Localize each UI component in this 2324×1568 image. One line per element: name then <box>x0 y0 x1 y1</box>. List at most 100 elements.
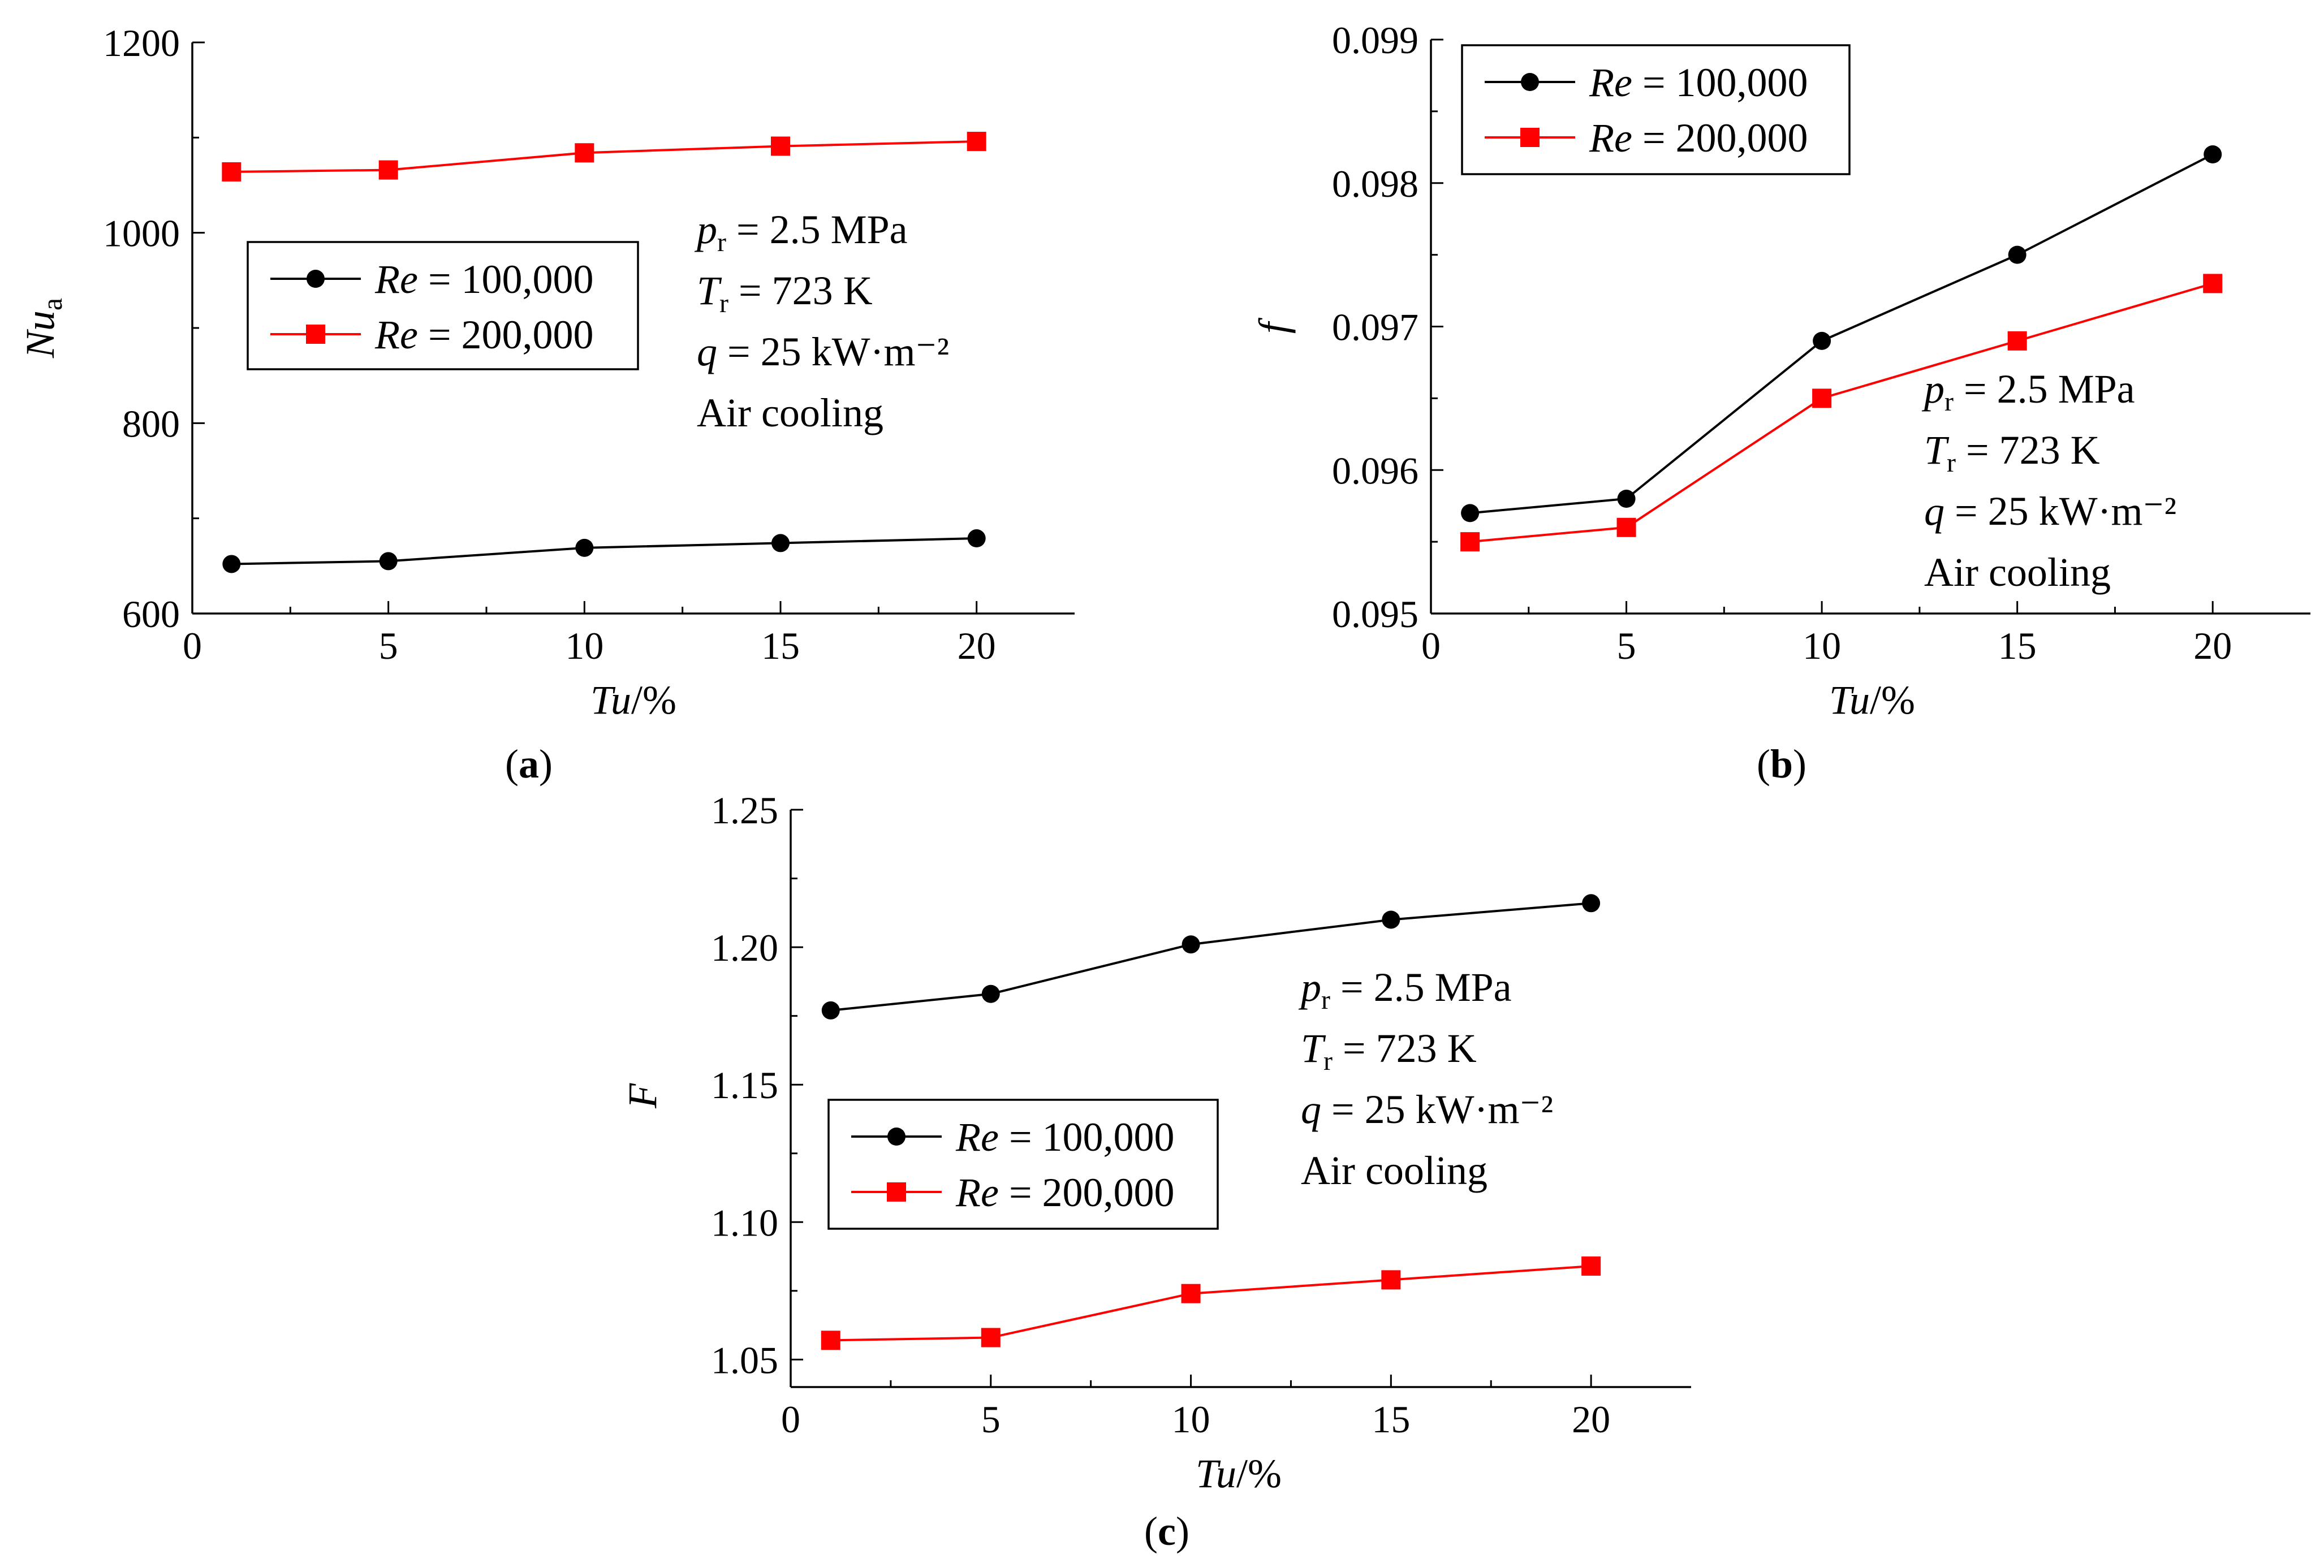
data-point <box>1616 517 1636 537</box>
chart-panel-b: 0 5 10 15 20 0.095 0.096 0.097 0.098 0.099 Re = 10… <box>1251 19 2310 787</box>
data-point <box>222 555 241 573</box>
y-tick-label: 1.15 <box>711 1064 778 1107</box>
series-line <box>231 140 977 173</box>
y-tick-label: 1.20 <box>711 926 778 969</box>
y-axis-label: f <box>1251 317 1296 334</box>
data-point <box>1460 532 1480 552</box>
data-point <box>1181 1284 1201 1303</box>
legend: Re = 100,000 Re = 200,000 <box>827 1099 1219 1230</box>
annotation-line: Tr = 723 K <box>1301 1026 1477 1076</box>
x-tick-label: 20 <box>1572 1398 1610 1441</box>
legend-label: Re = 100,000 <box>374 257 594 302</box>
chart-panel-a: 0 5 10 15 20 600 800 1000 1200 Re = 100,000 Re = 2… <box>18 21 1075 787</box>
series-re-100000 <box>222 529 986 573</box>
x-tick-label: 20 <box>2193 624 2232 667</box>
condition-annotations: pr = 2.5 MPa Tr = 723 K q = 25 kW·m⁻² Air c… <box>1298 965 1553 1193</box>
data-point <box>981 1328 1001 1347</box>
series-line <box>1469 153 2214 515</box>
series-re-200000 <box>1460 274 2223 552</box>
y-tick-label: 600 <box>122 593 180 636</box>
legend-box <box>1461 44 1851 175</box>
x-tick-label: 5 <box>981 1398 1001 1441</box>
y-tick-label: 1.05 <box>711 1338 778 1381</box>
data-point <box>1461 504 1480 522</box>
legend: Re = 100,000 Re = 200,000 <box>247 241 639 370</box>
x-tick-label: 0 <box>183 624 202 667</box>
data-point <box>967 132 986 152</box>
data-point <box>967 529 986 548</box>
x-tick-label: 15 <box>1998 624 2037 667</box>
annotation-line: q = 25 kW·m⁻² <box>697 329 949 374</box>
y-tick-label: 0.099 <box>1332 19 1418 62</box>
y-axis-label: F <box>620 1083 665 1109</box>
y-tick-label: 1200 <box>103 21 180 64</box>
y-tick-label: 0.095 <box>1332 593 1418 636</box>
annotation-line: q = 25 kW·m⁻² <box>1301 1087 1553 1132</box>
data-point <box>2203 274 2223 293</box>
data-point <box>379 552 398 571</box>
data-point <box>1581 1256 1601 1276</box>
x-tick-label: 0 <box>781 1398 800 1441</box>
data-point <box>1382 910 1400 929</box>
series-re-100000 <box>821 894 1601 1020</box>
annotation-line: Air cooling <box>1924 550 2111 595</box>
legend-box <box>827 1099 1219 1230</box>
legend-label: Re = 200,000 <box>1589 115 1808 161</box>
data-point <box>1813 331 1831 350</box>
data-point <box>378 160 398 180</box>
y-axis-label: Nua <box>18 298 68 358</box>
x-tick-label: 10 <box>1803 624 1841 667</box>
legend-label: Re = 200,000 <box>374 312 594 357</box>
data-point <box>1582 894 1601 913</box>
annotation-line: q = 25 kW·m⁻² <box>1924 489 2176 534</box>
x-axis-label: Tu/% <box>590 677 676 723</box>
annotation-line: pr = 2.5 MPa <box>1921 366 2135 417</box>
x-tick-label: 0 <box>1421 624 1441 667</box>
y-tick-label: 1.10 <box>711 1201 778 1244</box>
y-tick-label: 800 <box>122 402 180 445</box>
condition-annotations: pr = 2.5 MPa Tr = 723 K q = 25 kW·m⁻² Air c… <box>694 207 949 435</box>
x-axis-label: Tu/% <box>1196 1451 1282 1496</box>
data-point <box>2204 145 2222 163</box>
y-tick-label: 0.097 <box>1332 306 1418 349</box>
annotation-line: Tr = 723 K <box>1924 427 2100 478</box>
data-point <box>222 162 242 182</box>
legend-label: Re = 200,000 <box>955 1170 1175 1215</box>
legend-label: Re = 100,000 <box>955 1115 1175 1160</box>
annotation-line: Air cooling <box>697 390 883 435</box>
x-tick-label: 10 <box>1172 1398 1210 1441</box>
chart-panel-c: 0 5 10 15 20 1.05 1.10 1.15 1.20 1.25 Re = 100,000… <box>620 789 1691 1554</box>
series-re-200000 <box>821 1256 1601 1350</box>
data-point <box>981 984 1000 1003</box>
series-re-100000 <box>1461 145 2222 522</box>
legend: Re = 100,000 Re = 200,000 <box>1461 44 1851 175</box>
legend-label: Re = 100,000 <box>1589 60 1808 105</box>
legend-marker <box>1521 73 1539 91</box>
data-point <box>821 1001 840 1020</box>
legend-marker <box>1520 128 1540 147</box>
x-axis-label: Tu/% <box>1829 677 1915 723</box>
y-tick-label: 0.098 <box>1332 162 1418 205</box>
annotation-line: Tr = 723 K <box>697 268 873 318</box>
x-tick-label: 5 <box>379 624 398 667</box>
legend-marker <box>307 270 325 288</box>
legend-box <box>247 241 639 370</box>
series-re-200000 <box>222 132 986 182</box>
data-point <box>1182 935 1200 954</box>
legend-marker <box>887 1182 906 1202</box>
data-point <box>771 534 790 552</box>
data-point <box>1381 1270 1401 1290</box>
data-point <box>821 1331 840 1350</box>
x-tick-label: 5 <box>1617 624 1636 667</box>
series-line <box>231 537 977 565</box>
series-line <box>830 1265 1592 1342</box>
x-tick-label: 15 <box>1372 1398 1410 1441</box>
annotation-line: pr = 2.5 MPa <box>1298 965 1512 1015</box>
x-tick-label: 20 <box>958 624 996 667</box>
y-tick-label: 1000 <box>103 212 180 255</box>
panel-caption: (b) <box>1757 741 1806 787</box>
data-point <box>2008 245 2027 264</box>
data-point <box>1617 490 1636 508</box>
panel-caption: (c) <box>1144 1509 1189 1554</box>
